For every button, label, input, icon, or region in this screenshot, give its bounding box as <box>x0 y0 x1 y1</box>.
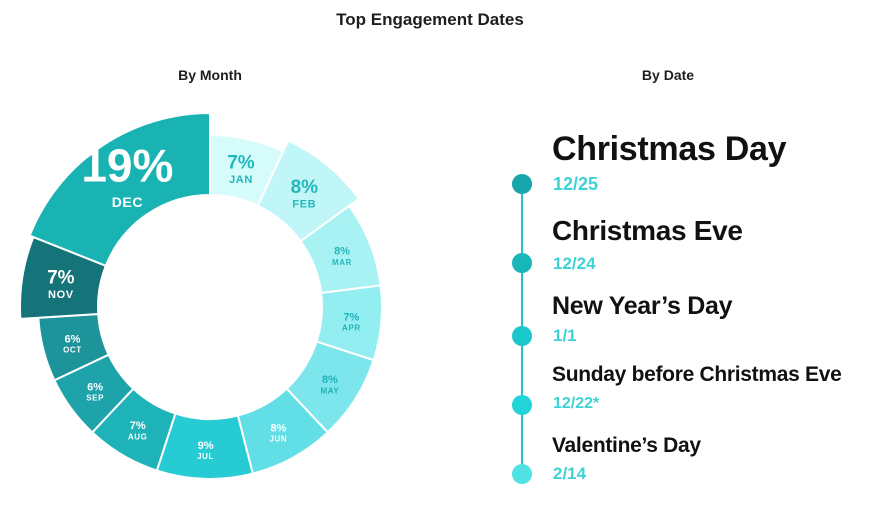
timeline-dot <box>512 326 532 346</box>
slice-month-label-oct: OCT <box>63 346 82 355</box>
timeline-dot <box>512 464 532 484</box>
date-name: Christmas Eve <box>552 215 743 246</box>
slice-percent-label-jan: 7% <box>227 152 255 173</box>
slice-month-label-apr: APR <box>342 324 361 333</box>
slice-month-label-jul: JUL <box>197 452 214 461</box>
slice-month-label-feb: FEB <box>292 198 316 210</box>
slice-month-label-sep: SEP <box>86 394 104 403</box>
date-name: New Year’s Day <box>552 292 733 320</box>
slice-month-label-jan: JAN <box>229 174 253 186</box>
timeline-dot <box>512 253 532 273</box>
by-month-subtitle: By Month <box>178 67 242 83</box>
date-name: Sunday before Christmas Eve <box>552 363 842 386</box>
slice-percent-label-may: 8% <box>322 374 338 386</box>
slice-percent-label-aug: 7% <box>130 420 146 432</box>
chart-title: Top Engagement Dates <box>336 10 524 29</box>
slice-month-label-jun: JUN <box>270 435 288 444</box>
slice-percent-label-feb: 8% <box>291 177 319 198</box>
slice-percent-label-jun: 8% <box>270 422 286 434</box>
slice-percent-label-sep: 6% <box>87 381 103 393</box>
slice-percent-label-apr: 7% <box>343 311 359 323</box>
month-donut-chart: 7%JAN 8%FEB8%MAR7%APR8%MAY8%JUN9%JUL7%AUG… <box>19 111 383 480</box>
slice-percent-label-oct: 6% <box>65 333 81 345</box>
date-name: Christmas Day <box>552 130 787 168</box>
slice-percent-label-dec: 19% <box>81 139 173 191</box>
donut-slice-dec <box>28 111 211 268</box>
slice-month-label-may: MAY <box>320 386 339 395</box>
timeline-dot <box>512 174 532 194</box>
date-value: 12/25 <box>553 174 599 194</box>
slice-month-label-aug: AUG <box>128 432 148 441</box>
slice-percent-label-mar: 8% <box>334 246 350 258</box>
date-value: 12/22* <box>553 395 600 412</box>
date-name: Valentine’s Day <box>552 434 701 457</box>
date-value: 12/24 <box>553 254 596 273</box>
slice-month-label-dec: DEC <box>112 194 143 210</box>
slice-month-label-nov: NOV <box>48 289 74 301</box>
slice-month-label-mar: MAR <box>332 258 352 267</box>
by-date-subtitle: By Date <box>641 67 695 83</box>
slice-percent-label-jul: 9% <box>198 440 214 452</box>
date-value: 1/1 <box>553 326 577 345</box>
slice-percent-label-nov: 7% <box>47 267 75 288</box>
date-value: 2/14 <box>553 464 587 483</box>
timeline-dot <box>512 395 532 415</box>
